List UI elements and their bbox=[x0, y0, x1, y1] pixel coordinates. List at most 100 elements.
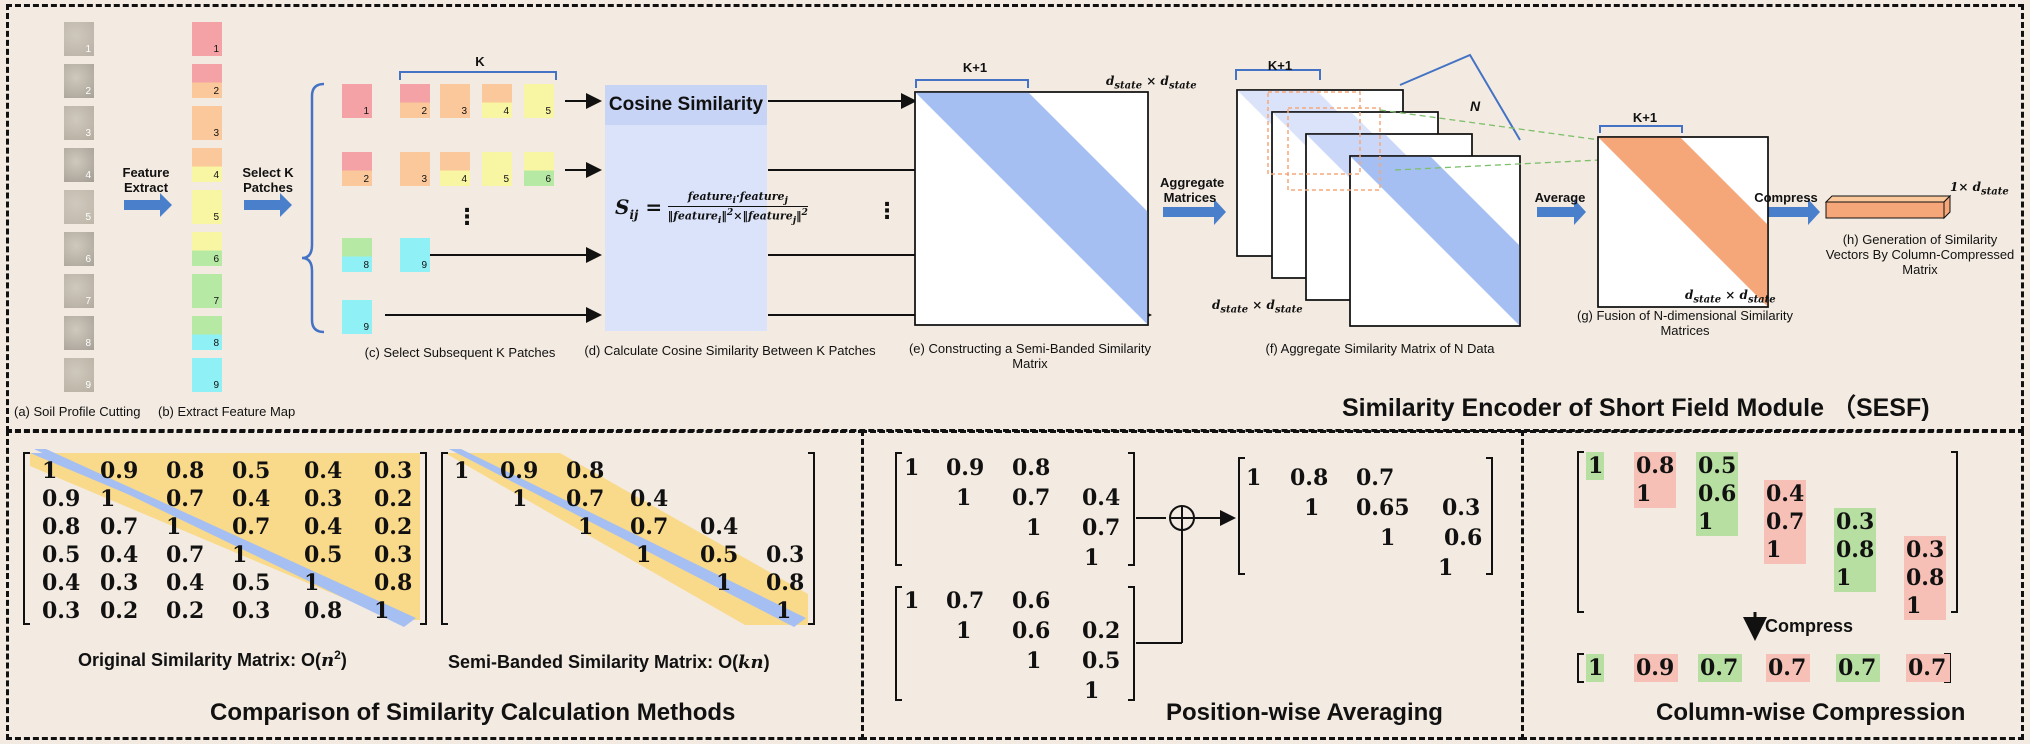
matrix-cell: 0.3 bbox=[1442, 495, 1481, 521]
matrix-cell: 0.7 bbox=[1766, 509, 1805, 535]
matrix-cell: 1 bbox=[1698, 509, 1714, 535]
compression-column bbox=[1696, 452, 1738, 536]
matrix-cell: 1 bbox=[636, 542, 652, 568]
patch-number: 5 bbox=[545, 106, 551, 117]
matrix-cell: 0.5 bbox=[700, 542, 739, 568]
feature-patch: 3 bbox=[192, 106, 222, 140]
matrix-cell: 1 bbox=[776, 598, 792, 624]
matrix-cell: 0.7 bbox=[232, 514, 271, 540]
vector-cell-bg bbox=[1698, 654, 1742, 682]
patch-number: 5 bbox=[85, 212, 91, 223]
matrix-cell: 0.3 bbox=[304, 486, 343, 512]
patch-number: 7 bbox=[213, 296, 219, 307]
matrix-cell: 0.7 bbox=[100, 514, 139, 540]
vector-cell-bg bbox=[1836, 654, 1880, 682]
ellipsis-d: ⋮ bbox=[876, 198, 898, 223]
patch-number: 4 bbox=[503, 106, 509, 117]
selected-patch: 3 bbox=[400, 152, 430, 186]
matrix-cell: 0.9 bbox=[100, 458, 139, 484]
feature-patch: 2 bbox=[192, 64, 222, 98]
matrix-cell: 1 bbox=[1246, 465, 1262, 491]
matrix-cell: 0.3 bbox=[766, 542, 805, 568]
matrix-cell: 0.8 bbox=[1012, 455, 1051, 481]
matrix-cell: 0.4 bbox=[304, 514, 343, 540]
cosine-similarity-title: Cosine Similarity bbox=[608, 94, 764, 115]
matrix-cell: 0.6 bbox=[1012, 588, 1051, 614]
n-label: N bbox=[1470, 98, 1481, 114]
compress-label-top: Compress bbox=[1754, 190, 1818, 205]
caption-b: (b) Extract Feature Map bbox=[158, 404, 296, 419]
matrix-cell: 0.7 bbox=[1356, 465, 1395, 491]
matrix-cell: 1 bbox=[512, 486, 528, 512]
matrix-cell: 1 bbox=[904, 455, 920, 481]
patch-number: 4 bbox=[85, 170, 91, 181]
vector-dim-label: 1× dstate bbox=[1950, 180, 2009, 198]
matrix-cell: 0.4 bbox=[232, 486, 271, 512]
selected-patch: 9 bbox=[342, 300, 372, 334]
vector-cell: 0.7 bbox=[1838, 655, 1877, 681]
patch-number: 3 bbox=[85, 128, 91, 139]
matrix-cell: 1 bbox=[1636, 481, 1652, 507]
matrix-cell: 0.6 bbox=[1444, 525, 1483, 551]
vector-cell-bg bbox=[1586, 654, 1604, 682]
matrix-cell: 1 bbox=[100, 486, 116, 512]
compression-column bbox=[1634, 452, 1676, 508]
selected-patch: 4 bbox=[440, 152, 470, 186]
compress-arrow bbox=[1760, 199, 1820, 225]
ellipsis-c: ⋮ bbox=[456, 204, 478, 229]
matrix-cell: 0.9 bbox=[42, 486, 81, 512]
caption-g: (g) Fusion of N-dimensional Similarity M… bbox=[1576, 308, 1793, 338]
matrix-cell: 0.6 bbox=[1012, 618, 1051, 644]
selected-patch: 1 bbox=[342, 84, 372, 118]
matrix-cell: 0.7 bbox=[166, 486, 205, 512]
patch-number: 1 bbox=[363, 106, 369, 117]
patch-number: 4 bbox=[461, 174, 467, 185]
patch-number: 5 bbox=[503, 174, 509, 185]
matrix-cell: 0.7 bbox=[566, 486, 605, 512]
matrix-cell: 0.4 bbox=[304, 458, 343, 484]
k1-label-e: K+1 bbox=[962, 60, 988, 75]
matrix-cell: 0.7 bbox=[1082, 515, 1121, 541]
matrix-cell: 1 bbox=[1906, 593, 1922, 619]
soil-patch: 6 bbox=[64, 232, 94, 266]
matrix-cell: 0.9 bbox=[946, 455, 985, 481]
selected-patch: 5 bbox=[524, 84, 554, 118]
k-bracket bbox=[399, 71, 557, 80]
feature-patch: 4 bbox=[192, 148, 222, 182]
matrix-cell: 0.3 bbox=[232, 598, 271, 624]
select-k-arrow bbox=[244, 193, 292, 217]
feature-patch: 5 bbox=[192, 190, 222, 224]
matrix-cell: 0.2 bbox=[374, 486, 413, 512]
matrix-cell: 0.7 bbox=[166, 542, 205, 568]
feature-patch: 6 bbox=[192, 232, 222, 266]
matrix-cell: 0.2 bbox=[374, 514, 413, 540]
matrix-cell: 1 bbox=[904, 588, 920, 614]
average-arrow bbox=[1537, 199, 1586, 225]
patch-number: 8 bbox=[85, 338, 91, 349]
matrix-cell: 0.8 bbox=[1636, 453, 1675, 479]
averaging-title: Position-wise Averaging bbox=[1166, 699, 1443, 726]
soil-patch: 1 bbox=[64, 22, 94, 56]
patch-number: 7 bbox=[85, 296, 91, 307]
matrix-cell: 1 bbox=[232, 542, 248, 568]
matrix-cell: 0.3 bbox=[374, 458, 413, 484]
matrix-cell: 1 bbox=[1766, 537, 1782, 563]
soil-patch: 7 bbox=[64, 274, 94, 308]
compression-column bbox=[1586, 452, 1604, 480]
matrix-cell: 1 bbox=[1380, 525, 1396, 551]
matrix-cell: 1 bbox=[1438, 555, 1454, 581]
patch-number: 1 bbox=[213, 44, 219, 55]
matrix-cell: 0.3 bbox=[374, 542, 413, 568]
matrix-cell: 0.2 bbox=[166, 598, 205, 624]
aggregate-arrow bbox=[1163, 199, 1226, 225]
original-complexity-label: Original Similarity Matrix: O(n2) bbox=[78, 648, 347, 671]
matrix-cell: 1 bbox=[1836, 565, 1852, 591]
caption-a: (a) Soil Profile Cutting bbox=[14, 404, 141, 419]
patch-number: 6 bbox=[85, 254, 91, 265]
matrix-cell: 0.8 bbox=[1290, 465, 1329, 491]
matrix-cell: 0.7 bbox=[946, 588, 985, 614]
vector-cell: 1 bbox=[1588, 655, 1604, 681]
matrix-cell: 1 bbox=[1026, 515, 1042, 541]
matrix-cell: 0.8 bbox=[166, 458, 205, 484]
